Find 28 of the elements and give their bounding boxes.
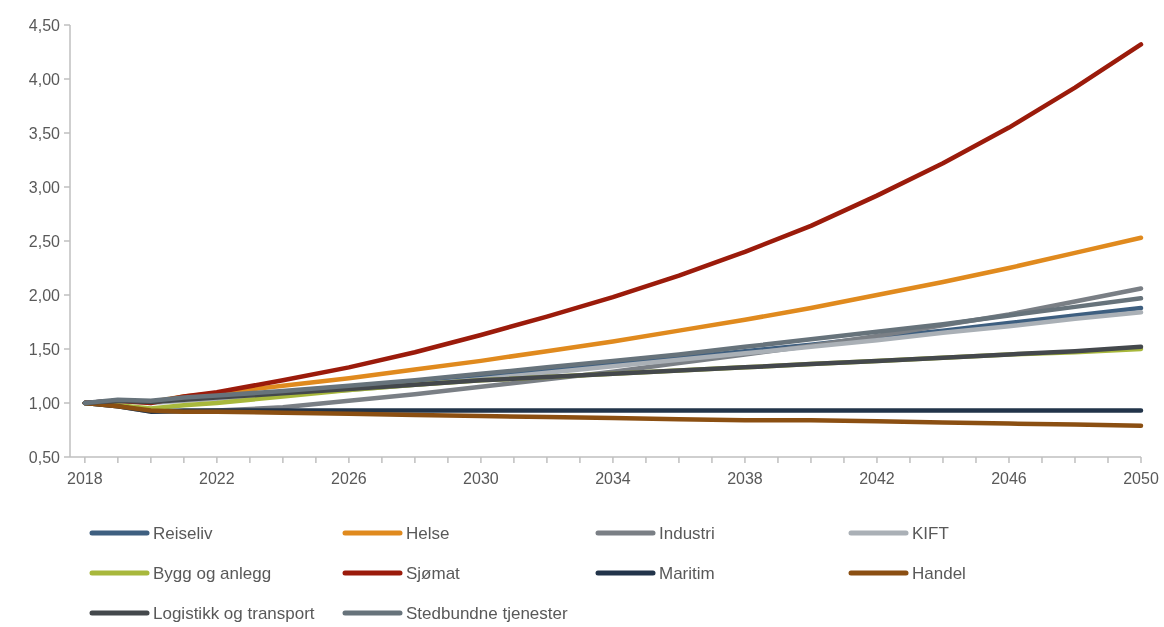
- y-tick-label: 3,50: [28, 124, 61, 142]
- legend-label: Maritim: [659, 563, 715, 583]
- legend-label: Stedbundne tjenester: [406, 603, 568, 623]
- y-tick-label: 1,00: [28, 394, 61, 412]
- legend-label: Logistikk og transport: [153, 603, 315, 623]
- legend-label: KIFT: [912, 523, 949, 543]
- x-tick-label: 2026: [331, 470, 367, 487]
- x-tick-label: 2042: [859, 470, 895, 487]
- legend-label: Reiseliv: [153, 523, 214, 543]
- legend-label: Bygg og anlegg: [153, 563, 272, 583]
- legend-label: Sjømat: [406, 563, 461, 583]
- y-tick-label: 3,00: [28, 178, 61, 196]
- y-tick-label: 1,50: [28, 340, 61, 358]
- x-tick-label: 2046: [991, 470, 1027, 487]
- legend-label: Handel: [912, 563, 966, 583]
- x-tick-label: 2018: [67, 470, 103, 487]
- y-tick-label: 4,50: [28, 16, 61, 34]
- x-tick-label: 2034: [595, 470, 631, 487]
- y-tick-label: 4,00: [28, 70, 61, 88]
- x-tick-label: 2030: [463, 470, 499, 487]
- x-tick-label: 2038: [727, 470, 763, 487]
- y-tick-label: 2,50: [28, 232, 61, 250]
- legend-label: Helse: [406, 523, 450, 543]
- x-tick-label: 2022: [199, 470, 235, 487]
- y-tick-label: 0,50: [28, 448, 61, 466]
- legend-label: Industri: [659, 523, 715, 543]
- x-tick-label: 2050: [1123, 470, 1159, 487]
- y-tick-label: 2,00: [28, 286, 61, 304]
